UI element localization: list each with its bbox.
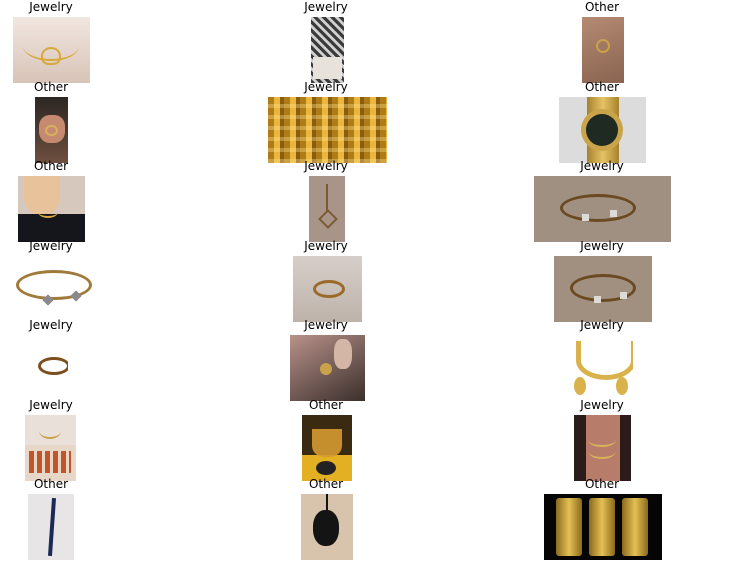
image-thumbnail <box>544 494 662 560</box>
tile-label: Jewelry <box>304 159 348 173</box>
tile-label: Other <box>584 80 620 94</box>
image-thumbnail <box>301 494 353 560</box>
image-thumbnail <box>28 494 74 560</box>
tile-label: Jewelry <box>29 239 73 253</box>
tile-label: Other <box>33 477 69 491</box>
tile-label: Jewelry <box>304 0 348 14</box>
image-thumbnail <box>268 97 387 163</box>
image-thumbnail <box>18 176 85 242</box>
tile-label: Other <box>584 0 620 14</box>
tile-label: Jewelry <box>580 398 624 412</box>
image-thumbnail <box>35 97 68 163</box>
tile-label: Other <box>33 159 69 173</box>
tile-label: Other <box>584 477 620 491</box>
image-thumbnail <box>570 335 633 401</box>
tile-label: Jewelry <box>580 318 624 332</box>
tile-label: Jewelry <box>29 318 73 332</box>
image-thumbnail <box>293 256 362 322</box>
image-thumbnail <box>10 256 92 322</box>
tile-label: Other <box>308 398 344 412</box>
image-thumbnail <box>309 176 345 242</box>
tile-label: Jewelry <box>304 80 348 94</box>
tile-label: Jewelry <box>580 239 624 253</box>
tile-label: Jewelry <box>580 159 624 173</box>
tile-label: Jewelry <box>304 239 348 253</box>
image-thumbnail <box>302 415 352 481</box>
tile-label: Jewelry <box>304 318 348 332</box>
tile-label: Other <box>308 477 344 491</box>
image-thumbnail <box>554 256 652 322</box>
image-thumbnail <box>574 415 631 481</box>
image-thumbnail <box>559 97 646 163</box>
image-thumbnail <box>311 17 344 83</box>
image-thumbnail <box>13 17 90 83</box>
tile-label: Other <box>33 80 69 94</box>
image-thumbnail <box>25 415 76 481</box>
image-thumbnail <box>290 335 365 401</box>
tile-label: Jewelry <box>29 398 73 412</box>
tile-label: Jewelry <box>29 0 73 14</box>
image-thumbnail <box>35 335 68 401</box>
image-thumbnail <box>582 17 624 83</box>
image-thumbnail <box>534 176 671 242</box>
